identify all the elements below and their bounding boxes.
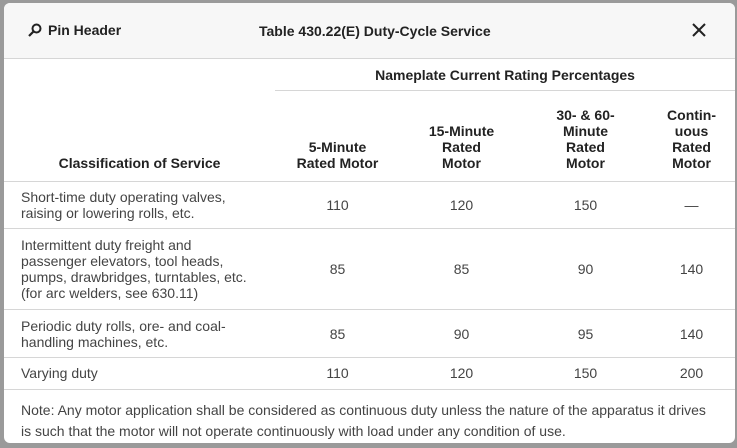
pin-button[interactable]: Pin Header — [28, 22, 121, 38]
text-line: Classification of Service — [58, 155, 221, 171]
header-cell: Contin-uous Rated Motor — [648, 91, 735, 182]
table-cell: 110 — [275, 181, 400, 229]
group-header: Nameplate Current Rating Percentages — [275, 59, 735, 91]
text-line: Rated — [566, 139, 605, 155]
table-cell: 85 — [400, 228, 523, 310]
table-cell: 200 — [648, 357, 735, 389]
text-line: Short-time duty operating valves, — [21, 189, 226, 205]
text-line: 5-Minute — [308, 139, 367, 155]
modal-title: Table 430.22(E) Duty-Cycle Service — [259, 23, 491, 39]
table-cell: 110 — [275, 357, 400, 389]
table-row: Periodic duty rolls, ore- and coal-handl… — [4, 309, 735, 358]
table-cell: 95 — [523, 309, 648, 358]
table-cell: 120 — [400, 357, 523, 389]
table-cell: 150 — [523, 181, 648, 229]
text-line: Rated — [672, 139, 711, 155]
table-cell: 85 — [275, 309, 400, 358]
row-label: Intermittent duty freight and passenger e… — [4, 228, 275, 310]
pin-icon — [28, 23, 42, 37]
text-line: uous — [674, 123, 709, 139]
table-cell: 85 — [275, 228, 400, 310]
text-line: Intermittent duty freight and — [21, 237, 192, 253]
duty-table: Classification of Service Nameplate Curre… — [4, 59, 735, 389]
row-label: Short-time duty operating valves, raising… — [4, 181, 275, 229]
text-line: Varying duty — [21, 365, 98, 382]
table-cell: 140 — [648, 309, 735, 358]
row-label: Periodic duty rolls, ore- and coal-handl… — [4, 309, 275, 358]
modal: Pin Header Table 430.22(E) Duty-Cycle Se… — [4, 3, 735, 443]
text-line: Motor — [566, 155, 605, 171]
close-button[interactable] — [692, 23, 706, 37]
group-header-row: Classification of Service Nameplate Curre… — [4, 59, 735, 171]
table-cell: 140 — [648, 228, 735, 310]
table-note: Note: Any motor application shall be con… — [4, 388, 735, 442]
text-line: handling machines, etc. — [21, 333, 169, 350]
text-line: Rated — [442, 139, 481, 155]
table-cell: — — [648, 181, 735, 229]
table-cell: 150 — [523, 357, 648, 389]
text-line: Motor — [672, 155, 711, 171]
text-line: 30- & 60- — [556, 107, 615, 123]
text-line: Minute — [562, 123, 609, 139]
table-row: Varying duty 110 120 150 200 — [4, 357, 735, 389]
text-line: Motor — [442, 155, 481, 171]
text-line: Periodic duty rolls, ore- and coal- — [21, 317, 226, 334]
header-cell: Classification of Service — [4, 59, 275, 182]
text-line: Rated Motor — [296, 155, 379, 171]
text-line: 15-Minute — [428, 123, 495, 139]
table-cell: 90 — [400, 309, 523, 358]
row-label: Varying duty — [4, 357, 275, 389]
table-row: Short-time duty operating valves, raising… — [4, 181, 735, 229]
text-line: passenger elevators, tool heads, — [21, 253, 224, 269]
pin-label: Pin Header — [48, 22, 122, 38]
column-header-row: 5-Minute Rated Motor 15-Minute Rated Motor 30… — [4, 91, 735, 182]
table-cell: 120 — [400, 181, 523, 229]
header-cell: 15-Minute Rated Motor — [400, 91, 523, 182]
table-row: Intermittent duty freight and passenger e… — [4, 228, 735, 310]
text-line: raising or lowering rolls, etc. — [21, 205, 195, 221]
text-line: (for arc welders, see 630.11) — [21, 285, 199, 301]
modal-header: Pin Header Table 430.22(E) Duty-Cycle Se… — [4, 3, 735, 59]
header-cell: 30- & 60- Minute Rated Motor — [523, 91, 648, 182]
text-line: pumps, drawbridges, turntables, etc. — [21, 269, 247, 285]
table-cell: 90 — [523, 228, 648, 310]
text-line: Contin- — [667, 107, 717, 123]
header-cell: 5-Minute Rated Motor — [275, 91, 400, 182]
